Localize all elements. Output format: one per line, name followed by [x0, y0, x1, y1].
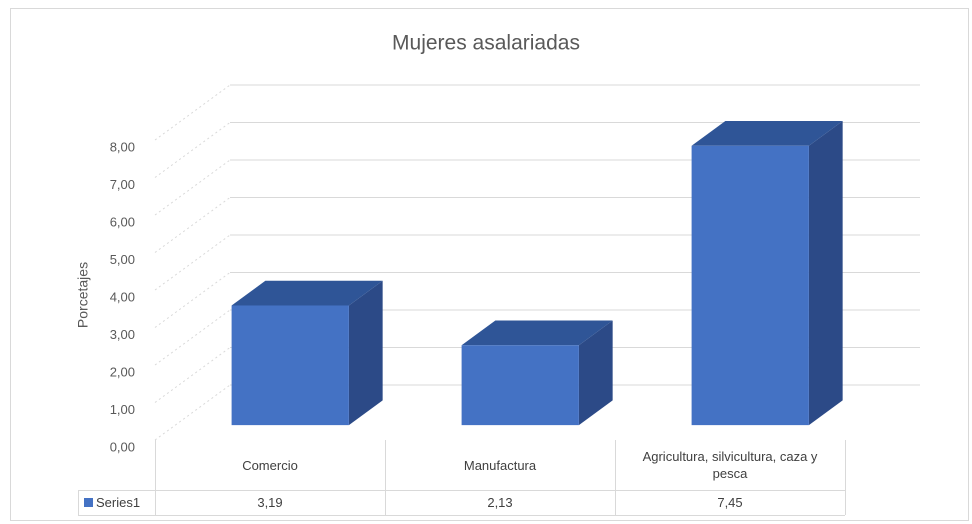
grid-line-side	[154, 84, 231, 141]
data-label: 3,19	[257, 495, 283, 510]
bar-side	[808, 121, 843, 426]
y-tick-label: 7,00	[110, 177, 135, 192]
grid-line-side	[154, 159, 231, 216]
y-tick-label: 3,00	[110, 327, 135, 342]
bar	[231, 305, 349, 426]
bar-side	[348, 280, 383, 426]
legend-label: Series1	[96, 495, 141, 510]
y-tick-label: 4,00	[110, 289, 135, 304]
grid-line-side	[154, 309, 231, 366]
bar	[461, 345, 579, 426]
category-label: Manufactura	[463, 457, 537, 473]
y-tick-label: 2,00	[110, 364, 135, 379]
bar-top	[691, 121, 843, 146]
category-label: Comercio	[242, 457, 298, 473]
y-tick-label: 6,00	[110, 214, 135, 229]
category-label: Agricultura, silvicultura, caza y pesca	[642, 449, 818, 481]
bar	[691, 145, 809, 426]
y-tick-label: 0,00	[110, 439, 135, 454]
data-label: 2,13	[487, 495, 513, 510]
grid-line-side	[154, 122, 231, 178]
bar-side	[578, 320, 613, 426]
bar-top	[231, 280, 383, 306]
grid-line-side	[154, 272, 231, 328]
data-label: 7,45	[717, 495, 743, 510]
grid-line-side	[154, 347, 231, 403]
bar-top	[461, 320, 613, 346]
grid-line-side	[154, 234, 231, 291]
legend-key	[84, 498, 93, 507]
y-axis-label: Porcetajes	[75, 262, 91, 328]
y-tick-label: 1,00	[110, 402, 135, 417]
grid-line-side	[154, 197, 231, 253]
y-tick-label: 8,00	[110, 139, 135, 154]
chart-title: Mujeres asalariadas	[392, 32, 580, 55]
y-tick-label: 5,00	[110, 252, 135, 267]
grid-line-side	[154, 384, 231, 441]
